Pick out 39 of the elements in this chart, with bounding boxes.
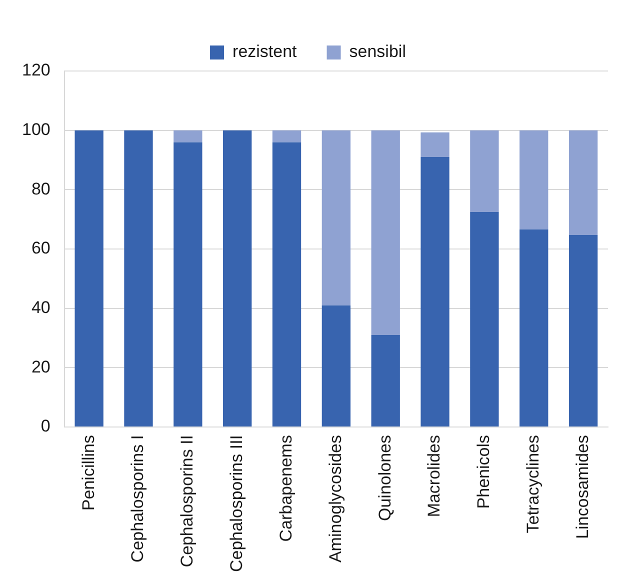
bar <box>568 235 598 426</box>
bar <box>470 212 499 426</box>
y-tick-label: 40 <box>31 298 50 318</box>
bar <box>470 130 499 212</box>
bar <box>272 142 302 426</box>
y-tick-label: 20 <box>31 357 50 376</box>
bar <box>371 130 400 336</box>
x-tick-label: Cephalosporins II <box>178 434 197 568</box>
bar <box>371 335 400 426</box>
x-tick-label: Penicillins <box>78 434 98 511</box>
bar <box>174 130 202 142</box>
legend-label: sensibil <box>349 42 406 62</box>
bar <box>568 130 598 236</box>
bar <box>223 130 252 426</box>
legend-label: rezistent <box>232 42 298 62</box>
bar <box>272 130 302 142</box>
y-tick-label: 100 <box>22 120 50 140</box>
bar <box>322 305 351 426</box>
x-tick-label: Macrolides <box>424 434 444 518</box>
x-tick-label: Cephalosporins I <box>128 434 148 563</box>
x-tick-label: Cephalosporins III <box>227 434 246 572</box>
x-tick-label: Lincosamides <box>572 434 592 539</box>
x-tick-label: Carbapenems <box>276 434 296 542</box>
y-tick-label: 60 <box>31 238 50 258</box>
bar <box>420 157 450 426</box>
y-tick-label: 80 <box>31 179 50 198</box>
y-tick-label: 0 <box>40 416 50 436</box>
x-tick-label: Quinolones <box>375 434 394 521</box>
y-tick-label: 120 <box>22 60 50 80</box>
bar <box>74 130 104 426</box>
bar <box>520 130 548 230</box>
bar <box>420 132 450 158</box>
x-tick-label: Tetracyclines <box>524 434 543 534</box>
bar <box>322 130 351 306</box>
bar <box>520 229 548 426</box>
bar <box>174 142 202 426</box>
bar <box>124 130 153 426</box>
x-tick-label: Phenicols <box>474 434 494 509</box>
x-tick-label: Aminoglycosides <box>326 434 345 563</box>
